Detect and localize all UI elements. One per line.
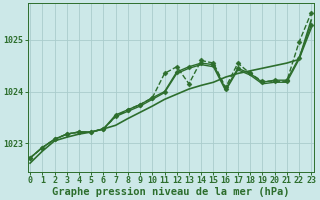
X-axis label: Graphe pression niveau de la mer (hPa): Graphe pression niveau de la mer (hPa) — [52, 186, 289, 197]
